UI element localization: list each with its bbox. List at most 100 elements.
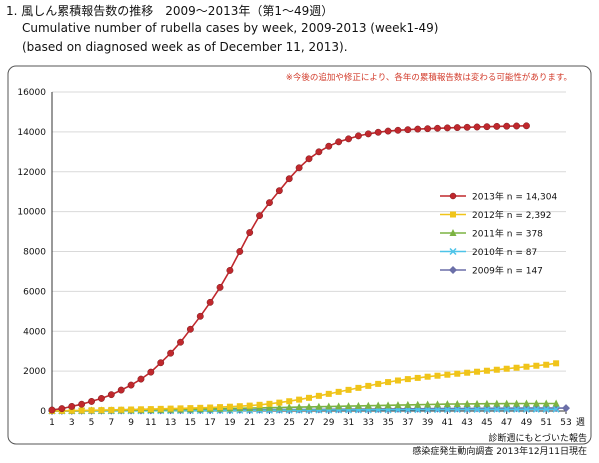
x-tick-label: 31	[343, 418, 354, 428]
data-point	[424, 373, 431, 380]
data-point	[127, 381, 135, 389]
data-point	[474, 368, 481, 375]
data-point	[483, 123, 491, 131]
data-point	[217, 404, 224, 411]
data-point	[443, 124, 451, 132]
x-tick-label: 27	[303, 418, 314, 428]
data-point	[394, 377, 401, 384]
data-point	[375, 380, 382, 387]
data-point	[414, 374, 421, 381]
y-tick-label: 8000	[23, 248, 46, 258]
data-point	[306, 394, 312, 401]
x-tick-label: 9	[128, 418, 134, 428]
data-point	[503, 399, 511, 407]
data-point	[354, 401, 362, 409]
data-point	[325, 402, 333, 410]
x-tick-label: 1	[49, 418, 55, 428]
data-point	[296, 396, 303, 403]
data-point	[404, 400, 412, 408]
data-point	[256, 401, 263, 408]
data-point	[443, 400, 451, 408]
chart-frame	[7, 65, 592, 445]
data-point	[374, 401, 382, 409]
data-point	[137, 406, 144, 413]
y-tick-label: 4000	[23, 327, 46, 337]
data-point	[424, 125, 432, 133]
data-point	[97, 394, 105, 402]
data-point	[463, 123, 471, 131]
data-point	[88, 397, 95, 405]
data-point	[522, 399, 530, 407]
data-point	[449, 266, 457, 274]
chart-title-jp: 1. 風しん累積報告数の推移 2009～2013年（第1～49週）	[6, 4, 334, 18]
data-point	[542, 399, 550, 407]
data-point	[315, 392, 322, 399]
x-tick-label: 45	[481, 418, 492, 428]
data-point	[364, 130, 372, 138]
data-point	[58, 405, 66, 413]
data-point	[394, 401, 402, 409]
y-tick-label: 0	[40, 407, 46, 417]
data-point	[424, 400, 432, 408]
data-point	[453, 400, 461, 408]
data-point	[553, 360, 560, 367]
series-line	[51, 402, 557, 412]
x-tick-label: 5	[89, 418, 95, 428]
legend-label: 2010年 n = 87	[472, 246, 537, 258]
data-point	[226, 266, 234, 274]
chart-title-en: Cumulative number of rubella cases by we…	[22, 21, 439, 35]
data-point	[295, 164, 303, 172]
data-point	[355, 384, 362, 391]
legend-entry: 2011年 n = 378	[440, 228, 543, 240]
data-point	[404, 126, 412, 134]
data-point	[266, 400, 273, 407]
data-point	[78, 400, 86, 408]
x-tick-label: 21	[244, 418, 255, 428]
data-point	[137, 375, 145, 383]
legend-entry: 2012年 n = 2,392	[440, 209, 552, 221]
data-point	[414, 125, 422, 133]
data-point	[98, 407, 105, 414]
data-point	[197, 404, 204, 411]
legend-label: 2009年 n = 147	[472, 265, 543, 277]
data-point	[315, 402, 323, 410]
legend-label: 2011年 n = 378	[472, 228, 543, 240]
legend-entry: 2013年 n = 14,304	[440, 191, 557, 203]
data-point	[128, 406, 135, 413]
x-tick-label: 19	[224, 418, 236, 428]
y-tick-label: 2000	[23, 367, 46, 377]
data-point	[384, 127, 392, 135]
x-tick-label: 37	[402, 418, 413, 428]
series-1	[49, 360, 560, 414]
data-point	[354, 132, 362, 140]
y-tick-label: 14000	[17, 128, 46, 138]
data-point	[216, 283, 224, 291]
y-tick-label: 10000	[17, 208, 46, 218]
series-line	[51, 362, 557, 412]
x-tick-label: 15	[185, 418, 196, 428]
y-tick-label: 12000	[17, 168, 46, 178]
data-point	[305, 402, 313, 410]
data-point	[443, 406, 451, 414]
data-point	[117, 386, 125, 394]
data-point	[385, 379, 392, 386]
revision-note: ※今後の追加や修正により、各年の累積報告数は変わる可能性があります。	[286, 72, 572, 83]
data-point	[196, 312, 204, 320]
data-point	[404, 376, 411, 383]
data-point	[463, 399, 471, 407]
chart-subtitle: (based on diagnosed week as of December …	[22, 40, 348, 54]
x-tick-label: 29	[323, 418, 335, 428]
data-point	[483, 367, 490, 374]
x-tick-label: 13	[165, 418, 176, 428]
data-point	[503, 122, 511, 130]
footer-source-2: 感染症発生動向調査 2013年12月11日現在	[412, 447, 587, 457]
data-point	[483, 405, 491, 413]
data-point	[394, 126, 402, 134]
data-point	[374, 128, 382, 136]
data-point	[453, 124, 461, 132]
data-point	[463, 405, 471, 414]
data-point	[453, 405, 461, 414]
data-point	[108, 406, 115, 413]
data-point	[147, 368, 155, 376]
data-point	[167, 349, 175, 357]
